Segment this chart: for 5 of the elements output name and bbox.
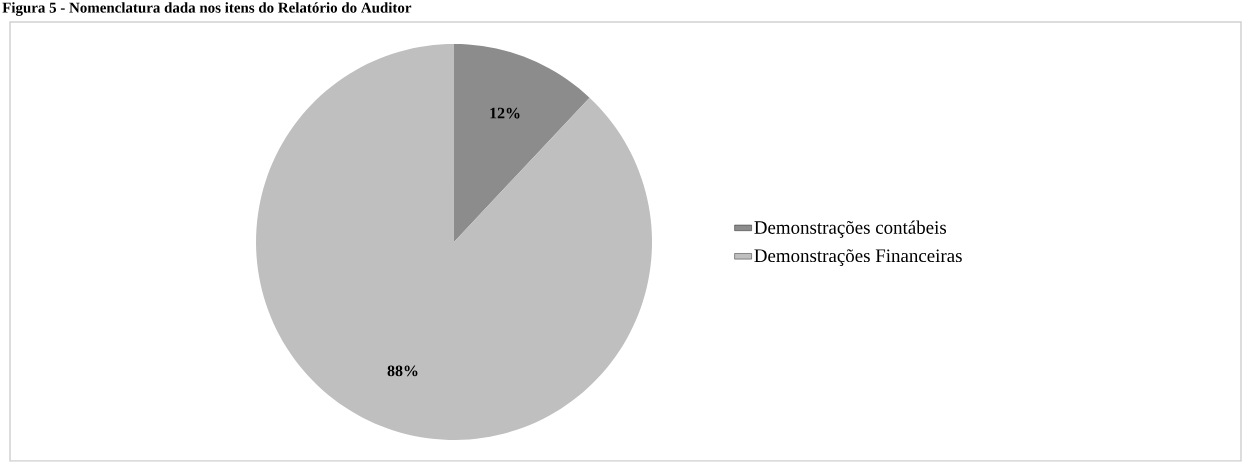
data-label: 88%	[387, 365, 418, 377]
chart-title: Figura 5 - Nomenclatura dada nos itens do Relatório do Auditor	[2, 2, 412, 16]
legend-label: Demonstrações contábeis	[754, 220, 947, 238]
legend-label: Demonstrações Financeiras	[754, 249, 962, 267]
data-label: 12%	[490, 107, 520, 119]
